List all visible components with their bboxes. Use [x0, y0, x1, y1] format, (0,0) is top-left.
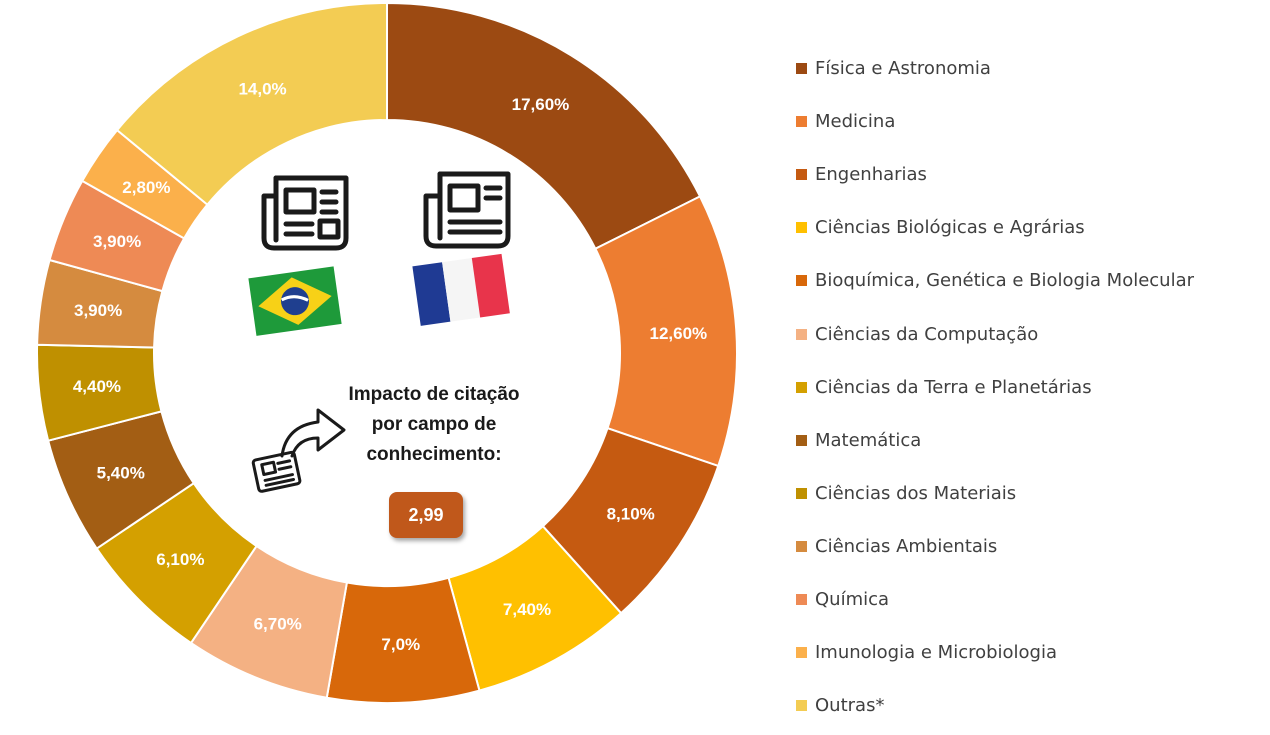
legend-label: Ciências dos Materiais — [815, 482, 1017, 504]
legend-label: Engenharias — [815, 164, 927, 186]
newspaper-icon — [423, 171, 511, 249]
legend-swatch — [796, 540, 807, 552]
center-caption-line: Impacto de citação — [348, 384, 520, 405]
slice-data-label: 6,70% — [254, 614, 302, 633]
center-caption-line: conhecimento: — [366, 444, 502, 465]
legend-item: Ciências dos Materiais — [796, 467, 1194, 520]
legend-swatch — [796, 222, 807, 234]
slice-data-label: 2,80% — [122, 178, 170, 197]
legend-item: Ciências Biológicas e Agrárias — [796, 201, 1194, 254]
legend-item: Outras* — [796, 679, 1194, 732]
legend-item: Bioquímica, Genética e Biologia Molecula… — [796, 254, 1194, 307]
slice-data-label: 7,40% — [503, 600, 551, 619]
slice-labels: 17,60% 12,60% 8,10% 7,40% 7,0% 6,70% 6,10% 5,40… — [73, 79, 707, 654]
legend-label: Medicina — [815, 111, 896, 133]
legend-label: Ciências da Terra e Planetárias — [815, 376, 1092, 398]
legend-swatch — [796, 169, 807, 181]
legend-swatch — [796, 487, 807, 499]
legend-item: Medicina — [796, 95, 1194, 148]
legend-swatch — [796, 647, 807, 659]
slice-data-label: 7,0% — [381, 635, 420, 654]
slice-data-label: 6,10% — [156, 550, 204, 569]
legend-label: Física e Astronomia — [815, 58, 991, 80]
center-caption: Impacto de citação por campo de conhecim… — [318, 380, 550, 470]
center-caption-line: por campo de — [371, 414, 497, 435]
brazil-flag-icon — [248, 266, 342, 336]
legend-label: Bioquímica, Genética e Biologia Molecula… — [815, 270, 1195, 292]
legend-swatch — [796, 700, 807, 712]
legend-swatch — [796, 116, 807, 128]
newspaper-icon — [261, 175, 349, 251]
donut-slice — [115, 1, 388, 207]
legend-label: Química — [815, 588, 890, 610]
legend-label: Matemática — [815, 429, 922, 451]
legend-label: Outras* — [815, 695, 885, 717]
slice-data-label: 8,10% — [607, 504, 655, 523]
legend-item: Ciências da Terra e Planetárias — [796, 361, 1194, 414]
legend-swatch — [796, 593, 807, 605]
legend-item: Imunologia e Microbiologia — [796, 626, 1194, 679]
legend-label: Ciências da Computação — [815, 323, 1039, 345]
legend-label: Imunologia e Microbiologia — [815, 642, 1058, 664]
legend-item: Ciências da Computação — [796, 307, 1194, 360]
legend-swatch — [796, 381, 807, 393]
citation-arrow-icon — [251, 408, 346, 493]
slice-data-label: 4,40% — [73, 377, 121, 396]
legend-item: Química — [796, 573, 1194, 626]
slice-data-label: 3,90% — [74, 301, 122, 320]
legend-label: Ciências Biológicas e Agrárias — [815, 217, 1085, 239]
legend-swatch — [796, 63, 807, 75]
legend-item: Física e Astronomia — [796, 42, 1194, 95]
slice-data-label: 17,60% — [512, 95, 570, 114]
slice-data-label: 14,0% — [238, 79, 286, 98]
slice-data-label: 12,60% — [649, 324, 707, 343]
legend-swatch — [796, 328, 807, 340]
slice-data-label: 3,90% — [93, 232, 141, 251]
france-flag-icon — [412, 253, 510, 326]
legend-item: Engenharias — [796, 148, 1194, 201]
legend: Física e Astronomia Medicina Engenharias Ci… — [796, 42, 1194, 732]
legend-label: Ciências Ambientais — [815, 535, 998, 557]
donut-slices — [36, 1, 738, 704]
legend-swatch — [796, 434, 807, 446]
legend-swatch — [796, 275, 807, 287]
legend-item: Ciências Ambientais — [796, 520, 1194, 573]
citation-impact-value: 2,99 — [389, 492, 463, 538]
slice-data-label: 5,40% — [97, 463, 145, 482]
legend-item: Matemática — [796, 414, 1194, 467]
